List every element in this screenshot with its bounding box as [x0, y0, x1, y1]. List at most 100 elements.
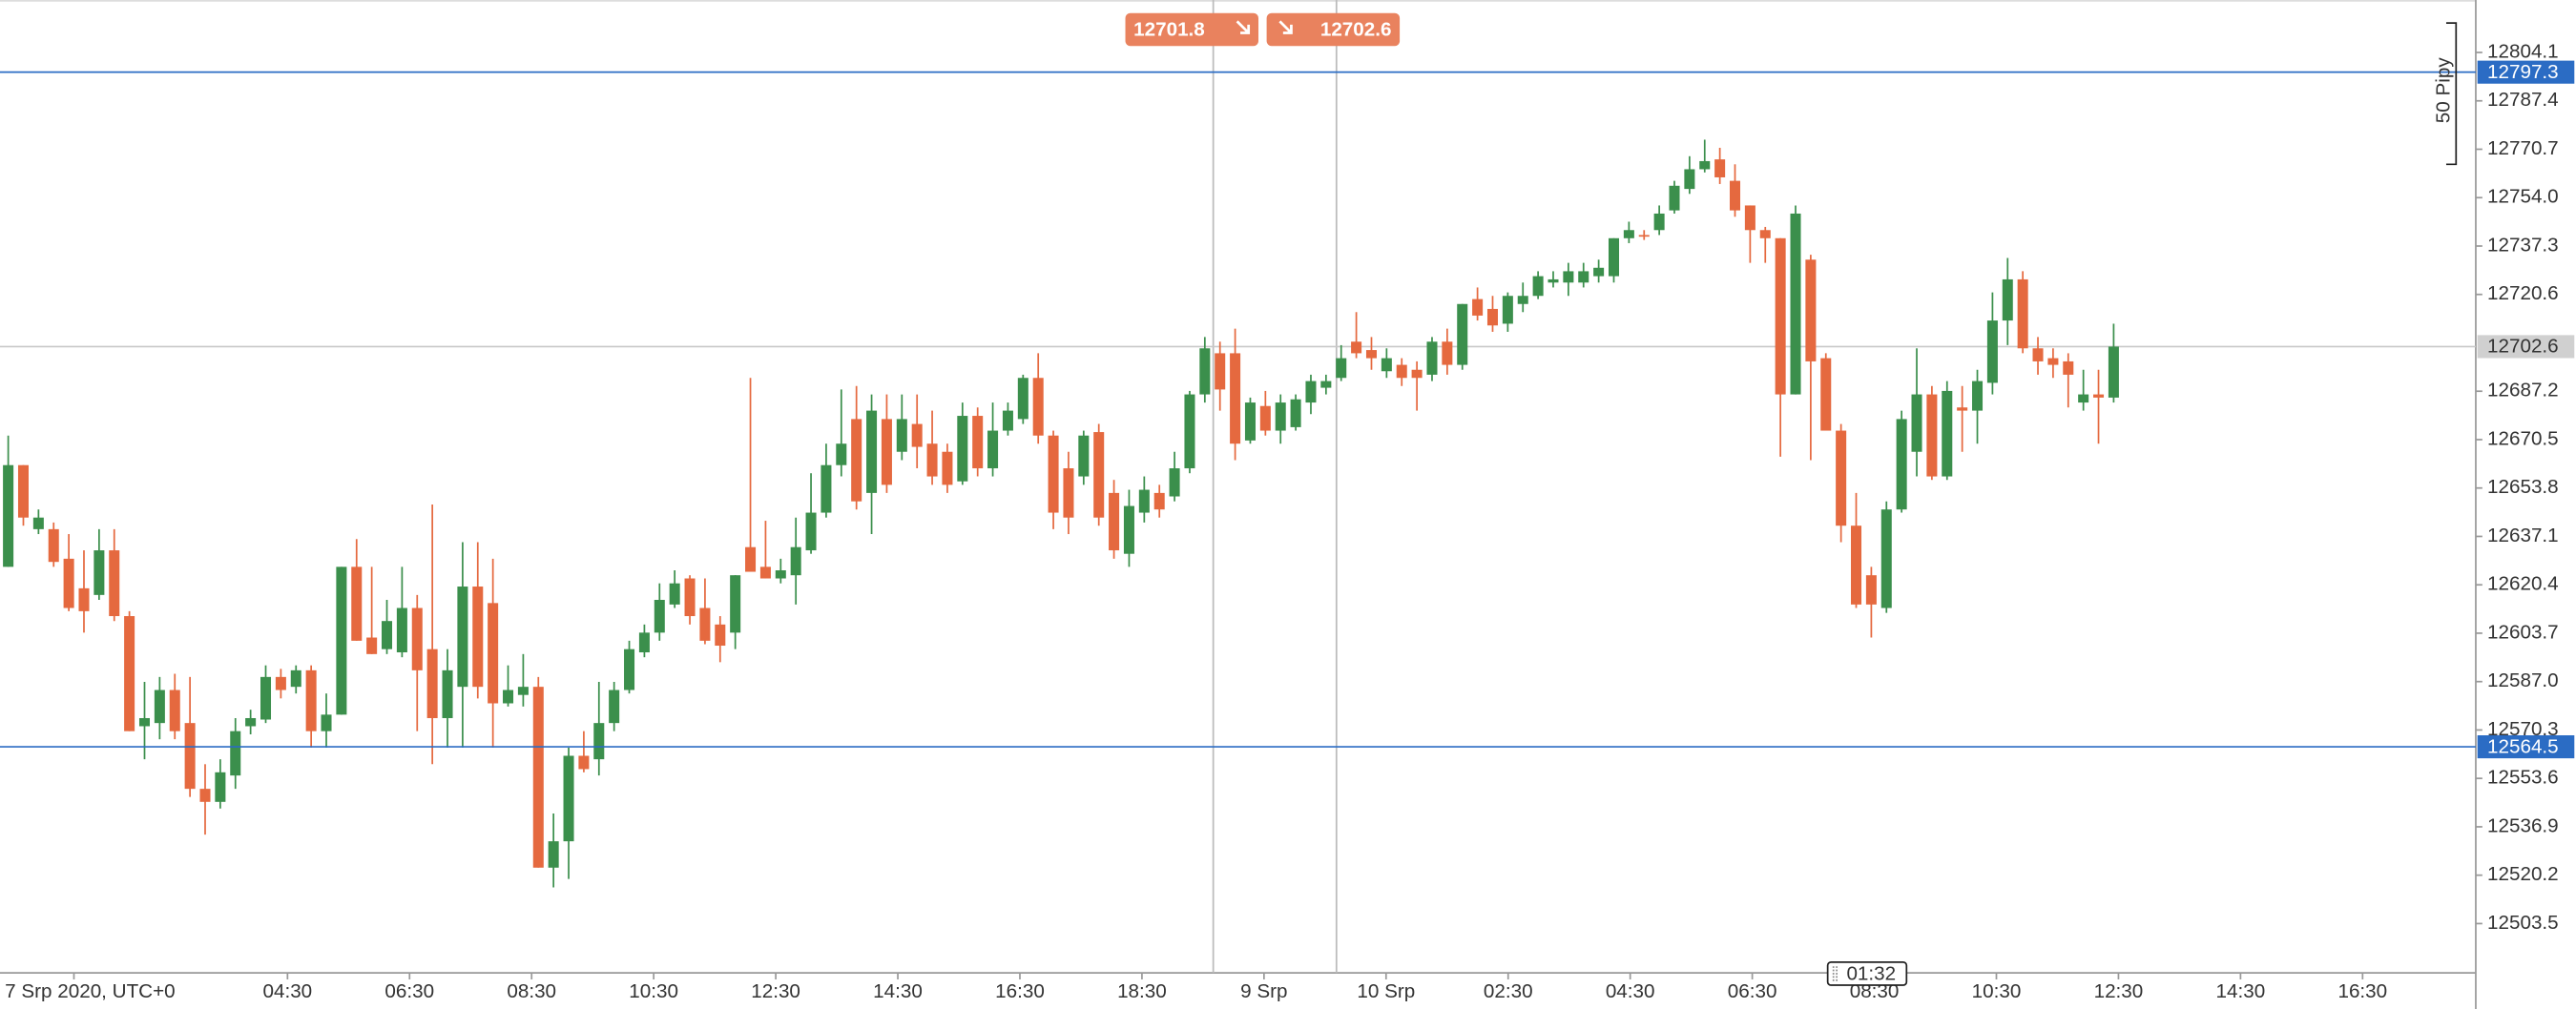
candle-body — [93, 550, 105, 595]
y-tick-label: 12620.4 — [2487, 573, 2559, 595]
candle-body — [1351, 341, 1362, 354]
x-tick-label: 9 Srp — [1240, 980, 1287, 1002]
last-price-box — [2477, 335, 2575, 359]
candle-body — [1259, 405, 1271, 431]
candle-body — [972, 416, 984, 469]
candle-body — [881, 419, 892, 485]
candle-body — [1972, 381, 1984, 411]
candle-body — [578, 755, 590, 770]
candle-body — [1138, 489, 1150, 513]
candle-body — [699, 607, 711, 641]
candle-body — [1153, 492, 1165, 510]
candle-body — [1017, 378, 1028, 420]
candle-body — [1684, 169, 1695, 190]
candle-body — [1623, 230, 1634, 238]
buy-button[interactable] — [1266, 12, 1401, 47]
candle-body — [821, 464, 832, 513]
sell-price: 12701.8 — [1133, 18, 1205, 40]
y-tick-label: 12687.2 — [2487, 380, 2559, 402]
candle-body — [926, 443, 938, 477]
candle-body — [1986, 320, 1998, 383]
candle-body — [532, 687, 544, 868]
buy-price: 12702.6 — [1320, 18, 1392, 40]
candle-body — [638, 632, 650, 653]
candle-body — [790, 546, 801, 576]
candle-body — [138, 717, 151, 727]
candle-body — [1502, 296, 1513, 324]
candle-body — [1244, 402, 1256, 441]
x-tick-label: 04:30 — [262, 980, 312, 1002]
candle-body — [563, 755, 574, 842]
candle-body — [336, 566, 347, 715]
candle-body — [3, 464, 14, 567]
x-tick-label: 08:30 — [507, 980, 556, 1002]
x-tick-label: 10:30 — [1972, 980, 2022, 1002]
y-tick-label: 12653.8 — [2487, 476, 2559, 498]
candle-body — [230, 731, 241, 776]
candle-body — [305, 669, 317, 731]
x-tick-label: 10:30 — [629, 980, 678, 1002]
y-tick-label: 12570.3 — [2487, 718, 2559, 740]
candle-body — [1880, 509, 1892, 608]
candle-body — [1093, 432, 1105, 518]
level-label-box — [2477, 60, 2575, 84]
candle-body — [442, 669, 453, 718]
x-tick-label: 14:30 — [2216, 980, 2266, 1002]
candle-body — [1638, 235, 1650, 237]
candle-body — [184, 723, 196, 790]
candle-body — [1911, 394, 1922, 452]
y-tick-label: 12754.0 — [2487, 186, 2559, 208]
candle-body — [109, 550, 120, 617]
candle-body — [2002, 278, 2013, 321]
y-tick-label: 12520.2 — [2487, 863, 2559, 885]
candle-body — [321, 714, 332, 731]
candle-body — [1865, 575, 1877, 605]
candle-body — [426, 649, 438, 718]
candle-body — [78, 587, 90, 611]
y-tick-label: 12670.5 — [2487, 427, 2559, 449]
candle-body — [245, 717, 257, 727]
candle-body — [730, 575, 741, 633]
sell-button[interactable] — [1125, 12, 1259, 47]
candle-body — [382, 621, 393, 649]
y-tick-label: 12737.3 — [2487, 234, 2559, 256]
candle-body — [1230, 353, 1241, 444]
candle-body — [684, 578, 696, 617]
candle-body — [1942, 390, 1953, 477]
candle-body — [1032, 378, 1044, 436]
candle-body — [1169, 468, 1180, 497]
candle-body — [1442, 341, 1453, 365]
candle-body — [199, 789, 211, 802]
candle-body — [624, 649, 635, 690]
candle-body — [1048, 435, 1059, 513]
candle-body — [1184, 394, 1195, 469]
candle-body — [1729, 180, 1741, 211]
candle-body — [1109, 492, 1120, 551]
level-label: 12564.5 — [2487, 735, 2559, 757]
candle-body — [1896, 419, 1907, 510]
x-tick-label: 16:30 — [2337, 980, 2387, 1002]
candle-body — [1563, 271, 1574, 283]
candle-body — [759, 566, 771, 579]
candle-body — [215, 772, 226, 802]
candle-body — [911, 423, 923, 447]
candle-body — [366, 637, 378, 654]
cursor-time: 01:32 — [1846, 962, 1896, 984]
candle-body — [1336, 358, 1347, 379]
candle-body — [1532, 276, 1544, 297]
pip-ruler-label: 50 Pipy — [2433, 57, 2455, 124]
candle-body — [609, 690, 620, 724]
x-tick-label: 06:30 — [1728, 980, 1777, 1002]
candle-body — [866, 410, 878, 493]
candle-body — [1472, 299, 1484, 316]
y-tick-label: 12787.4 — [2487, 89, 2559, 111]
x-tick-label: 18:30 — [1117, 980, 1167, 1002]
candle-body — [1305, 381, 1317, 403]
candle-body — [1957, 407, 1968, 411]
candle-body — [2032, 348, 2044, 361]
candle-body — [715, 624, 726, 647]
y-tick-label: 12720.6 — [2487, 282, 2559, 304]
cursor-time-box[interactable] — [1826, 961, 1908, 986]
